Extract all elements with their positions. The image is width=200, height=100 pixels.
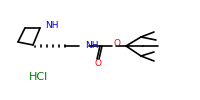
Text: O: O <box>95 58 102 68</box>
Text: NH: NH <box>85 40 98 50</box>
Text: O: O <box>114 40 121 48</box>
Text: HCl: HCl <box>28 72 48 82</box>
Text: NH: NH <box>45 22 58 30</box>
